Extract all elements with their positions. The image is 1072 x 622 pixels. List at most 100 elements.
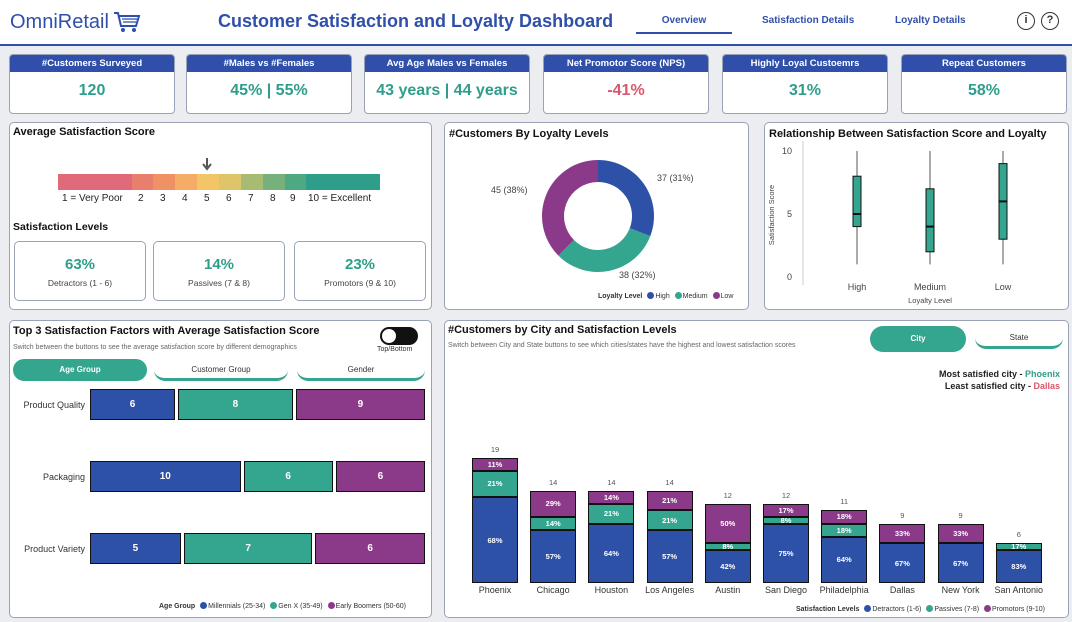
scale-segment [284, 174, 307, 190]
city-bar-segment[interactable]: 68% [472, 497, 518, 583]
factor-bar[interactable]: 5 [90, 533, 181, 564]
city-bar-segment[interactable]: 14% [588, 490, 635, 504]
city-bar-segment[interactable]: 21% [472, 470, 518, 498]
box-high[interactable] [852, 175, 862, 228]
legend-boomers: Early Boomers (50-60) [335, 603, 407, 610]
factor-label: Product Variety [24, 544, 85, 554]
donut-slice-high[interactable] [598, 160, 654, 237]
city-bar-segment[interactable]: 17% [763, 503, 809, 517]
donut-slice-low[interactable] [542, 160, 598, 256]
segment-pct: 50% [720, 519, 736, 529]
legend-promotors: Promotors (9-10) [992, 606, 1045, 613]
scale-tick: 1 = Very Poor [62, 193, 123, 204]
city-bar-segment[interactable]: 67% [879, 543, 926, 583]
city-bar-segment[interactable]: 75% [763, 523, 809, 583]
y-tick: 5 [787, 209, 792, 219]
city-bar-segment[interactable]: 50% [704, 503, 751, 544]
city-total: 14 [665, 477, 674, 487]
city-bar-segment[interactable]: 57% [646, 530, 693, 583]
donut-chart: 37 (31%) 38 (32%) 45 (38%) [491, 160, 694, 280]
kpi-label: Net Promotor Score (NPS) [544, 55, 708, 72]
factor-bar[interactable]: 9 [295, 389, 425, 420]
segment-pct: 18% [836, 525, 852, 535]
scale-tick: 4 [182, 193, 188, 204]
city-label: New York [941, 585, 980, 595]
factor-bar[interactable]: 7 [183, 533, 313, 564]
toggle-label: Top/Bottom [377, 346, 413, 353]
city-bar-segment[interactable]: 17% [995, 542, 1042, 552]
kpi-card: Highly Loyal Custoemrs 31% [722, 54, 888, 114]
top-bottom-toggle[interactable] [380, 327, 418, 345]
city-bar-segment[interactable]: 33% [879, 523, 926, 544]
city-total: 19 [490, 444, 500, 454]
city-bar-segment[interactable]: 64% [821, 536, 868, 583]
city-bar-segment[interactable]: 18% [821, 523, 868, 537]
tab-city[interactable]: City [870, 326, 966, 352]
city-bar-segment[interactable]: 21% [588, 503, 635, 524]
satisfaction-panel: Average Satisfaction Score 1 = Very Poor… [9, 122, 432, 310]
city-bar-segment[interactable]: 21% [646, 490, 693, 511]
segment-pct: 57% [545, 552, 561, 562]
factor-bar[interactable]: 6 [335, 461, 425, 492]
tab-satisfaction-details[interactable]: Satisfaction Details [762, 15, 855, 26]
city-label: San Diego [764, 585, 808, 595]
segment-pct: 67% [894, 558, 910, 568]
city-bar-segment[interactable]: 33% [937, 523, 984, 544]
donut-slice-medium[interactable] [558, 228, 651, 272]
factor-bar-value: 6 [129, 399, 136, 410]
city-total: 6 [1016, 530, 1021, 540]
city-bar-segment[interactable]: 57% [530, 530, 577, 583]
scale-tick: 5 [204, 193, 210, 204]
city-total: 14 [549, 477, 558, 487]
box-medium[interactable] [925, 188, 935, 253]
tab-age-group[interactable]: Age Group [13, 359, 147, 381]
factor-bar[interactable]: 6 [90, 389, 176, 420]
help-icon[interactable]: ? [1041, 12, 1059, 30]
city-subtitle: Switch between City and State buttons to… [448, 342, 796, 349]
tab-overview[interactable]: Overview [636, 15, 732, 34]
level-detractors: 63% Detractors (1 - 6) [14, 241, 146, 301]
city-bar-segment[interactable]: 67% [937, 543, 984, 583]
city-label: Dallas [889, 585, 915, 595]
segment-pct: 29% [545, 499, 561, 509]
tab-gender[interactable]: Gender [297, 359, 425, 381]
factor-bar-value: 7 [245, 543, 251, 554]
segment-pct: 17% [778, 505, 794, 515]
legend-dot-passives [926, 605, 934, 612]
satisfied-summary: Most satisfied city - Phoenix Least sati… [939, 368, 1060, 392]
factor-bar[interactable]: 6 [243, 461, 333, 492]
city-bar-segment[interactable]: 14% [530, 517, 577, 531]
factor-bar[interactable]: 8 [178, 389, 293, 420]
city-bar-segment[interactable]: 64% [588, 523, 635, 583]
segment-pct: 83% [1011, 562, 1027, 571]
city-bar-segment[interactable]: 42% [704, 550, 751, 583]
y-tick: 0 [787, 272, 792, 282]
level-promotors: 23% Promotors (9 & 10) [294, 241, 426, 301]
level-value: 23% [344, 256, 376, 273]
city-bar-segment[interactable]: 11% [472, 457, 518, 471]
city-total: 9 [958, 510, 963, 520]
city-bar-segment[interactable]: 21% [646, 510, 693, 531]
scale-tick: 2 [138, 193, 144, 204]
tab-customer-group[interactable]: Customer Group [154, 359, 288, 381]
legend-medium: Medium [682, 293, 708, 300]
info-icon[interactable]: i [1017, 12, 1035, 30]
city-bar-segment[interactable]: 83% [995, 550, 1042, 583]
scale-tick: 3 [160, 193, 166, 204]
least-label: Least satisfied city - [944, 381, 1034, 391]
y-axis-label: Satisfaction Score [767, 185, 776, 245]
factor-bar[interactable]: 10 [90, 461, 241, 492]
level-label: Detractors (1 - 6) [47, 278, 113, 288]
city-bar-segment[interactable]: 8% [763, 516, 809, 525]
city-bar-segment[interactable]: 8% [704, 542, 751, 551]
segment-pct: 17% [1011, 542, 1027, 552]
city-bar-segment[interactable]: 18% [821, 510, 868, 524]
factor-bar[interactable]: 6 [315, 533, 425, 564]
city-bar-segment[interactable]: 29% [530, 490, 577, 517]
city-label: Houston [594, 585, 629, 595]
tab-loyalty-details[interactable]: Loyalty Details [895, 15, 966, 26]
tab-state[interactable]: State [975, 327, 1063, 349]
x-tick: High [848, 282, 867, 292]
kpi-label: #Males vs #Females [187, 55, 351, 72]
factor-bar-value: 6 [377, 471, 384, 482]
